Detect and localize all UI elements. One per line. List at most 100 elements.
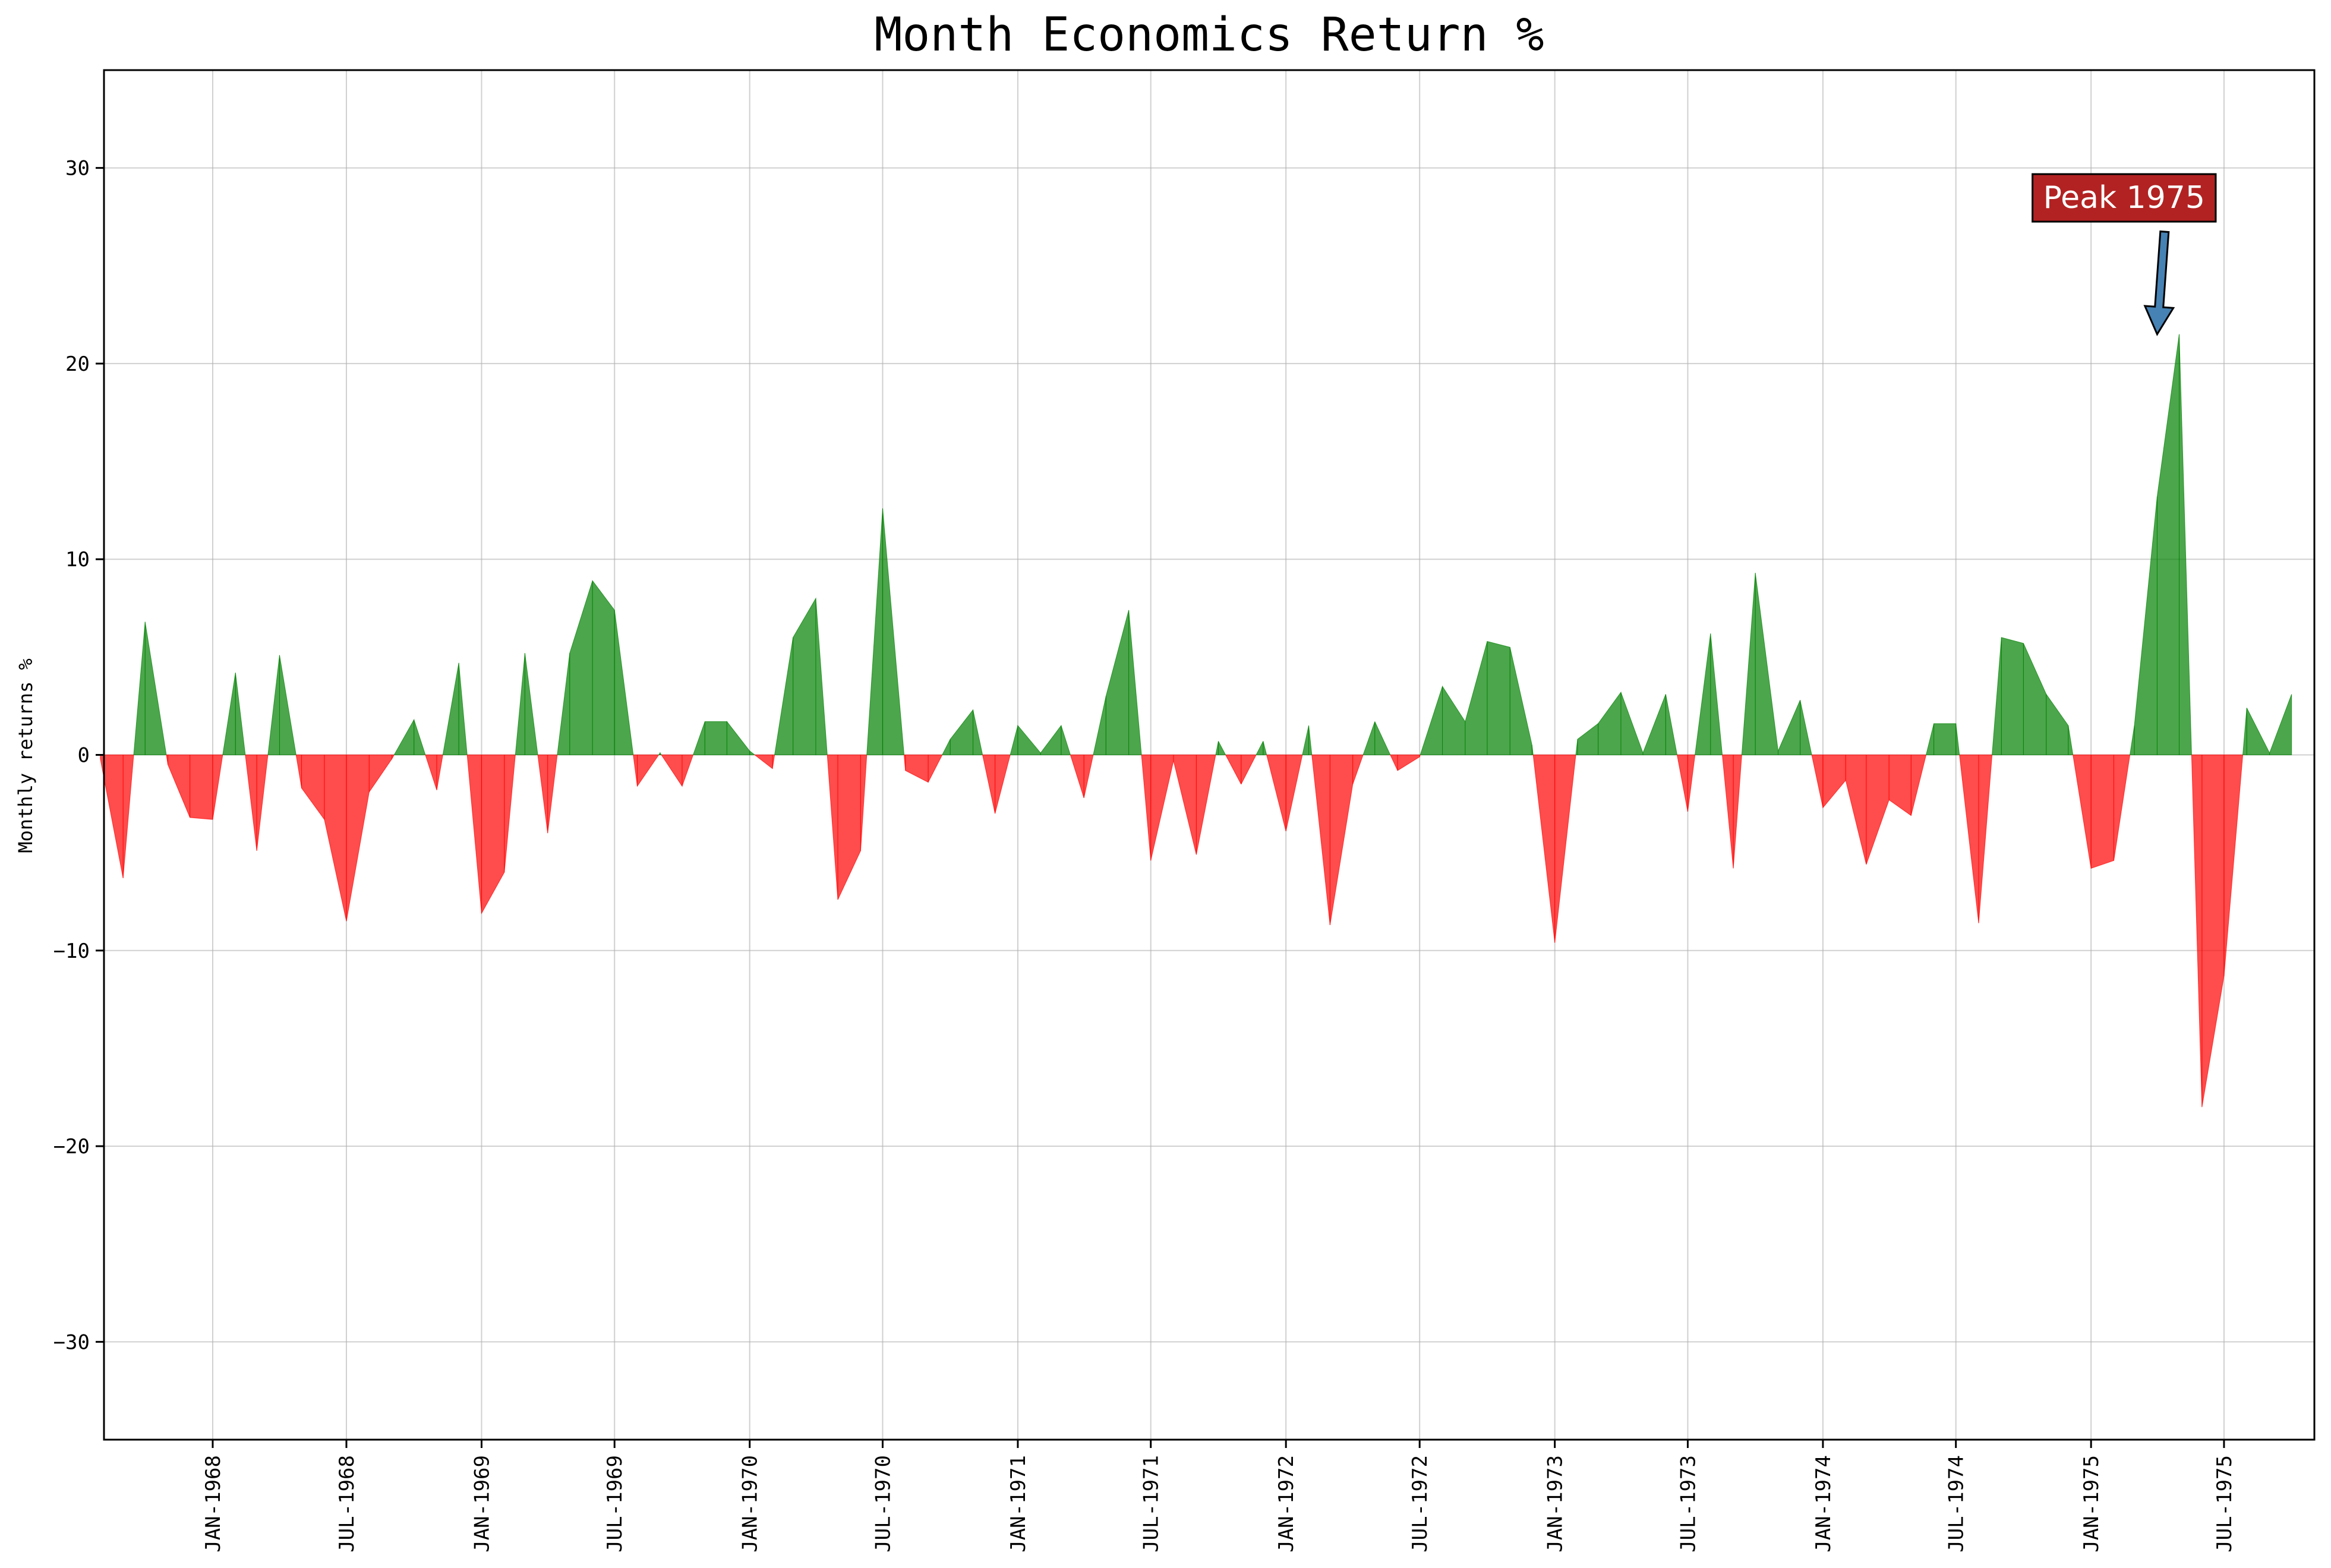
x-tick-label: JAN-1968 — [201, 1455, 225, 1553]
negative-area-segment — [1888, 755, 1912, 816]
positive-area-segment — [1128, 610, 1142, 755]
negative-area-segment — [982, 755, 996, 814]
negative-area-segment — [1311, 755, 1330, 926]
positive-area-segment — [1925, 723, 1935, 755]
negative-area-segment — [1910, 755, 1927, 816]
positive-area-segment — [2001, 637, 2024, 755]
negative-area-segment — [1687, 755, 1696, 812]
annotation-arrow — [2143, 230, 2175, 336]
positive-area-segment — [235, 673, 246, 755]
negative-area-segment — [928, 755, 943, 783]
positive-area-segment — [2246, 708, 2270, 755]
positive-area-segment — [1256, 741, 1264, 755]
negative-area-segment — [1241, 755, 1257, 785]
positive-area-segment — [1308, 725, 1313, 755]
x-tick-label: JUL-1975 — [2213, 1455, 2237, 1553]
positive-area-segment — [1442, 685, 1466, 755]
x-tick-label: JUL-1969 — [603, 1455, 627, 1553]
positive-area-segment — [458, 662, 468, 755]
positive-area-segment — [1105, 610, 1130, 755]
positive-area-segment — [414, 720, 426, 755]
negative-area-segment — [346, 755, 370, 922]
positive-area-segment — [1741, 573, 1756, 755]
negative-area-segment — [436, 755, 443, 790]
negative-area-segment — [547, 755, 558, 834]
negative-area-segment — [504, 755, 516, 873]
y-tick-label: 10 — [65, 548, 90, 572]
negative-area-segment — [425, 755, 437, 790]
positive-area-segment — [1642, 694, 1666, 755]
positive-area-segment — [815, 598, 828, 755]
positive-area-segment — [279, 655, 296, 755]
negative-area-segment — [1722, 755, 1734, 869]
y-tick-label: −20 — [53, 1135, 90, 1159]
negative-area-segment — [827, 755, 838, 900]
negative-area-segment — [995, 755, 1011, 814]
negative-area-segment — [1822, 755, 1846, 809]
annotation-text: Peak 1975 — [2043, 180, 2205, 216]
axis-ticks: −30 −20 −10 0 10 20 30 JAN-1968 JUL-1968 JAN-1969… — [53, 157, 2237, 1553]
negative-area-segment — [537, 755, 548, 834]
positive-area-segment — [1933, 723, 1957, 755]
y-axis-label: Monthly returns % — [14, 658, 37, 853]
positive-area-segment — [1665, 694, 1678, 755]
negative-area-segment — [466, 755, 482, 914]
positive-area-segment — [1040, 724, 1062, 755]
negative-area-segment — [1733, 755, 1742, 869]
x-tick-label: JUL-1973 — [1676, 1455, 1700, 1553]
positive-area-segment — [1374, 721, 1391, 755]
positive-area-segment — [2134, 496, 2157, 755]
negative-area-segment — [633, 755, 638, 787]
positive-area-segment — [1955, 723, 1960, 755]
positive-area-segment — [882, 508, 905, 755]
negative-area-segment — [1866, 755, 1890, 865]
negative-area-segment — [481, 755, 505, 915]
positive-area-segment — [1420, 686, 1443, 755]
negative-area-segment — [295, 755, 302, 788]
negative-area-segment — [772, 755, 775, 769]
y-tick-label: −10 — [53, 939, 90, 963]
annotation-layer: Peak 1975 — [2032, 173, 2217, 336]
positive-area-segment — [692, 721, 705, 755]
positive-area-segment — [866, 508, 883, 755]
positive-area-segment — [793, 597, 816, 755]
positive-area-segment — [2046, 693, 2069, 755]
x-tick-label: JUL-1971 — [1140, 1455, 1163, 1553]
positive-area-segment — [2269, 694, 2292, 755]
y-tick-label: 30 — [65, 157, 90, 181]
negative-area-segment — [905, 755, 929, 783]
negative-area-segment — [1285, 755, 1303, 832]
x-tick-label: JAN-1972 — [1275, 1455, 1298, 1553]
negative-area-segment — [368, 755, 393, 793]
negative-area-segment — [1978, 755, 1993, 923]
positive-area-segment — [569, 580, 593, 755]
positive-area-segment — [1577, 723, 1599, 755]
negative-area-segment — [190, 755, 213, 820]
negative-area-segment — [1811, 755, 1824, 808]
positive-area-segment — [557, 653, 570, 755]
negative-area-segment — [1150, 755, 1174, 861]
negative-area-segment — [2191, 755, 2203, 1108]
x-tick-label: JUL-1968 — [335, 1455, 359, 1553]
positive-area-segment — [1755, 573, 1779, 755]
positive-area-segment — [2179, 334, 2192, 755]
positive-area-segment — [1710, 633, 1723, 755]
x-tick-label: JAN-1973 — [1544, 1455, 1567, 1553]
positive-area-segment — [1465, 641, 1488, 755]
plot-frame — [103, 69, 2316, 1441]
positive-area-segment — [1800, 700, 1812, 755]
x-tick-label: JAN-1974 — [1812, 1455, 1835, 1553]
positive-area-segment — [222, 673, 236, 755]
negative-area-segment — [1845, 755, 1867, 865]
negative-area-segment — [1390, 755, 1398, 771]
positive-area-segment — [2068, 725, 2074, 755]
positive-area-segment — [1531, 744, 1534, 755]
negative-area-segment — [1676, 755, 1688, 812]
negative-area-segment — [2073, 755, 2092, 869]
positive-area-segment — [1263, 741, 1267, 755]
positive-area-segment — [1217, 741, 1226, 755]
positive-area-segment — [1778, 700, 1801, 755]
positive-area-segment — [592, 579, 615, 755]
negative-area-segment — [1532, 755, 1556, 943]
